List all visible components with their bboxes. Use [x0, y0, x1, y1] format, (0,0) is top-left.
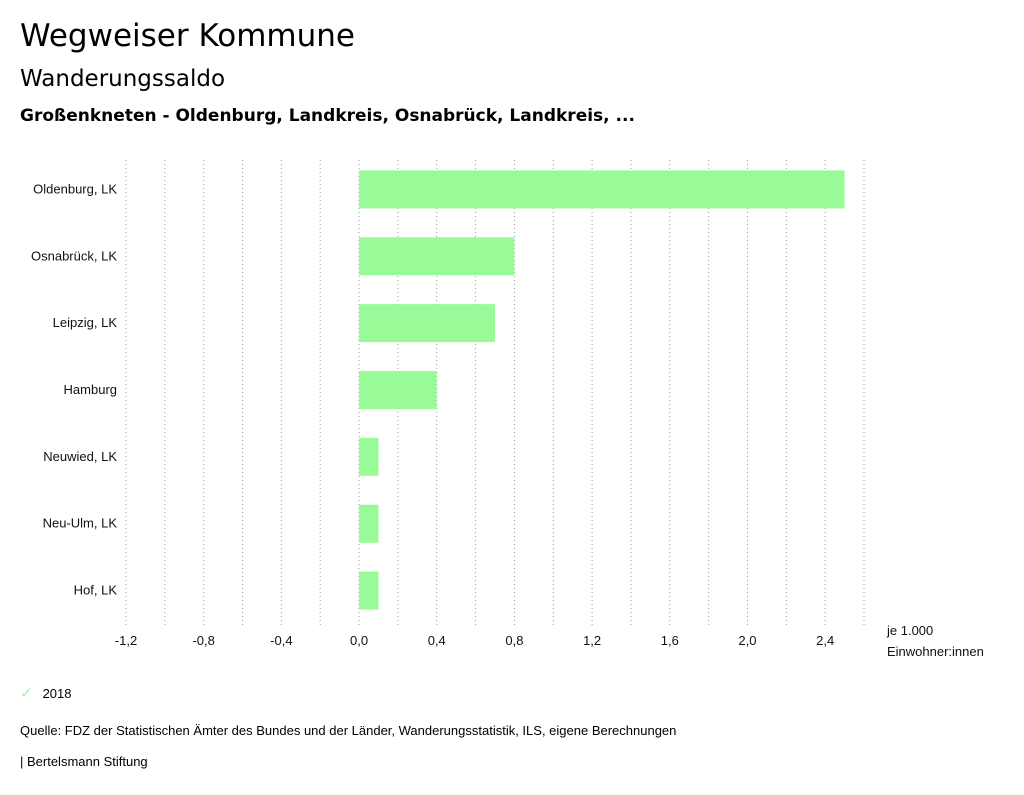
category-label: Hof, LK [74, 583, 118, 598]
x-tick-label: -0,4 [270, 633, 292, 648]
x-tick-label: 1,6 [661, 633, 679, 648]
category-labels: Oldenburg, LK Osnabrück, LK Leipzig, LK Ham… [31, 181, 117, 597]
x-tick-label: -0,8 [192, 633, 214, 648]
category-label: Neu-Ulm, LK [43, 516, 118, 531]
chart-subtitle: Wanderungssaldo [20, 66, 226, 92]
x-tick-label: 0,8 [505, 633, 523, 648]
x-tick-label: 2,0 [738, 633, 756, 648]
category-label: Neuwied, LK [43, 449, 117, 464]
legend-label: 2018 [42, 685, 72, 701]
x-tick-label: 2,4 [816, 633, 834, 648]
x-tick-label: 0,4 [428, 633, 446, 648]
check-icon[interactable]: ✓ [20, 685, 33, 702]
category-label: Osnabrück, LK [31, 248, 117, 263]
bar[interactable] [359, 371, 437, 409]
x-tick-label: 0,0 [350, 633, 368, 648]
x-tick-label: -1,2 [115, 633, 137, 648]
bar[interactable] [359, 504, 379, 543]
bar[interactable] [359, 170, 845, 209]
grid-layer [125, 160, 865, 628]
source-note: Quelle: FDZ der Statistischen Ämter des … [20, 723, 677, 738]
category-label: Oldenburg, LK [33, 181, 117, 196]
region-label: Großenkneten - Oldenburg, Landkreis, Osn… [20, 106, 635, 126]
page-title: Wegweiser Kommune [20, 18, 355, 54]
bar[interactable] [359, 304, 495, 343]
tick-labels: -1,2 -0,8 -0,4 0,0 0,4 0,8 1,2 1,6 2,0 2,4 [115, 633, 834, 648]
bar[interactable] [359, 571, 379, 610]
x-tick-label: 1,2 [583, 633, 601, 648]
category-label: Hamburg [64, 382, 117, 397]
bar[interactable] [359, 437, 379, 476]
unit-label-line2: Einwohner:innen [887, 644, 984, 659]
publisher-note: | Bertelsmann Stiftung [20, 754, 148, 769]
category-label: Leipzig, LK [53, 315, 118, 330]
bar-chart: Oldenburg, LK Osnabrück, LK Leipzig, LK Ham… [31, 160, 984, 659]
unit-label-line1: je 1.000 [886, 623, 933, 638]
bar-layer [359, 170, 845, 610]
legend[interactable]: ✓ 2018 [20, 684, 72, 702]
bar[interactable] [359, 237, 515, 276]
